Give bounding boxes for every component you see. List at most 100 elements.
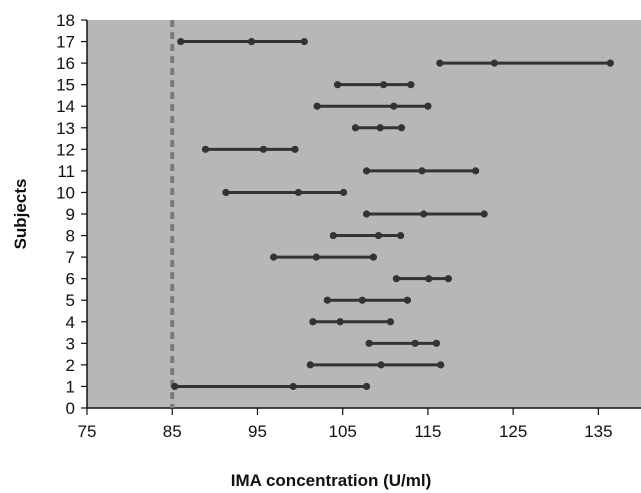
data-point — [365, 339, 373, 347]
x-tick-label: 105 — [329, 422, 357, 441]
subject-range-6 — [392, 275, 452, 283]
x-tick-label: 85 — [163, 422, 182, 441]
data-point — [309, 318, 317, 326]
y-tick-label: 10 — [56, 183, 75, 202]
data-point — [420, 210, 428, 218]
data-point — [351, 124, 360, 132]
y-tick-label: 7 — [66, 248, 75, 267]
y-tick-label: 11 — [57, 162, 75, 181]
x-tick-label: 95 — [248, 422, 267, 441]
subject-range-14 — [313, 102, 432, 110]
x-tick-label: 75 — [78, 422, 97, 441]
data-point — [294, 188, 302, 197]
subject-range-17 — [177, 37, 308, 46]
x-tick-label: 125 — [499, 422, 527, 441]
y-axis-title: Subjects — [11, 179, 30, 250]
data-point — [407, 81, 415, 89]
subject-range-15 — [333, 81, 415, 89]
data-point — [358, 296, 366, 304]
y-tick-label: 8 — [66, 227, 75, 246]
y-tick-label: 2 — [66, 356, 75, 375]
data-point — [369, 253, 377, 261]
data-point — [386, 318, 395, 326]
data-point — [312, 253, 320, 261]
data-point — [437, 361, 445, 369]
x-tick-label: 115 — [414, 422, 441, 441]
y-tick-label: 1 — [66, 377, 75, 396]
subject-range-2 — [306, 361, 445, 369]
subject-range-8 — [329, 231, 405, 240]
data-point — [171, 382, 179, 391]
data-point — [300, 37, 308, 46]
data-point — [339, 188, 348, 197]
y-tick-label: 6 — [66, 270, 75, 289]
data-point — [333, 81, 342, 89]
data-point — [397, 231, 405, 240]
data-point — [403, 296, 412, 304]
data-point — [201, 145, 210, 153]
y-tick-label: 9 — [66, 205, 75, 224]
data-point — [376, 124, 384, 132]
y-tick-label: 12 — [56, 140, 75, 159]
data-point — [291, 145, 299, 153]
subject-range-4 — [309, 318, 395, 326]
data-point — [177, 37, 185, 46]
x-tick-label: 135 — [584, 422, 612, 441]
data-point — [480, 210, 488, 218]
y-tick-label: 3 — [66, 334, 75, 353]
y-tick-label: 13 — [56, 119, 75, 138]
subject-range-16 — [436, 59, 614, 67]
data-point — [289, 382, 297, 391]
data-point — [411, 339, 419, 347]
data-point — [362, 382, 371, 391]
data-point — [270, 253, 278, 261]
subject-range-10 — [222, 188, 348, 197]
y-tick-label: 0 — [66, 399, 75, 418]
y-tick-label: 15 — [56, 76, 75, 95]
data-point — [380, 81, 388, 89]
data-point — [377, 361, 385, 369]
data-point — [397, 124, 406, 132]
subject-range-3 — [365, 339, 441, 347]
y-tick-label: 14 — [56, 97, 75, 116]
data-point — [329, 231, 337, 240]
data-point — [336, 318, 344, 326]
y-tick-label: 16 — [56, 54, 75, 73]
data-point — [222, 188, 230, 197]
data-point — [306, 361, 314, 369]
data-point — [313, 102, 321, 110]
data-point — [392, 275, 400, 283]
data-point — [323, 296, 331, 304]
data-point — [374, 231, 383, 240]
data-point — [444, 275, 452, 283]
y-tick-label: 17 — [56, 33, 75, 52]
data-point — [418, 167, 426, 175]
data-point — [425, 275, 433, 283]
data-point — [432, 339, 441, 347]
subject-ranges — [171, 37, 614, 391]
y-tick-label: 5 — [66, 291, 75, 310]
y-tick-label: 4 — [66, 313, 75, 332]
x-axis-ticks: 75 85 95 105 115 125 135 — [78, 408, 613, 441]
data-point — [390, 102, 398, 110]
data-point — [424, 102, 432, 110]
data-point — [362, 210, 371, 218]
x-axis-title: IMA concentration (U/ml) — [231, 471, 432, 490]
data-point — [606, 59, 614, 67]
data-point — [247, 37, 256, 46]
subject-range-13 — [351, 124, 406, 132]
subject-range-7 — [270, 253, 377, 261]
subject-range-11 — [362, 167, 480, 175]
subject-range-5 — [323, 296, 412, 304]
data-point — [436, 59, 444, 67]
subject-range-12 — [201, 145, 299, 153]
data-point — [472, 167, 480, 175]
data-point — [259, 145, 268, 153]
y-tick-label: 18 — [56, 11, 75, 30]
subject-range-1 — [171, 382, 371, 391]
subject-range-9 — [362, 210, 488, 218]
data-point — [490, 59, 499, 67]
data-point — [362, 167, 371, 175]
